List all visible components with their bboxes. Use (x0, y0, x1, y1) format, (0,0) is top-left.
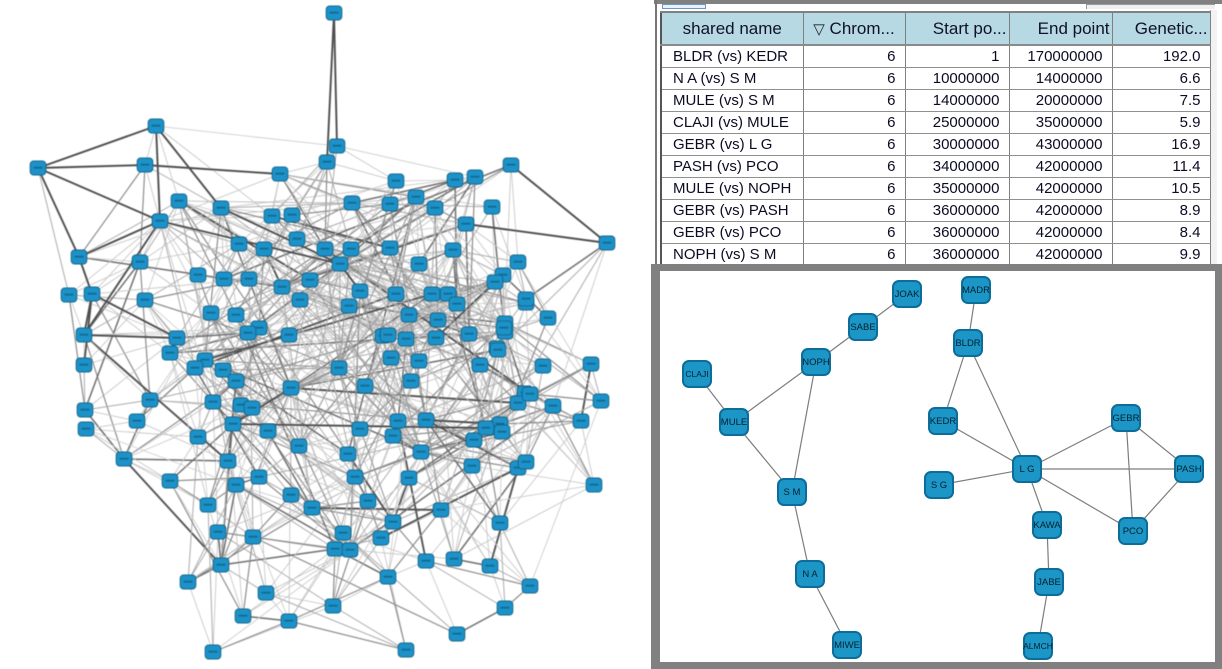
svg-text:PASH: PASH (1176, 464, 1201, 475)
svg-text:JABE: JABE (1037, 577, 1061, 588)
svg-text:MADR: MADR (962, 285, 990, 296)
svg-text:ALMCH: ALMCH (1023, 641, 1053, 651)
svg-text:L G: L G (1020, 464, 1035, 475)
svg-text:S G: S G (931, 480, 947, 491)
svg-text:NOPH: NOPH (802, 357, 830, 368)
svg-text:SABE: SABE (850, 322, 875, 333)
svg-text:KEDR: KEDR (930, 416, 957, 427)
svg-text:KAWA: KAWA (1033, 520, 1061, 531)
svg-text:CLAJI: CLAJI (685, 369, 708, 379)
svg-text:N A: N A (802, 569, 818, 580)
svg-text:MULE: MULE (721, 417, 747, 428)
svg-text:PCO: PCO (1123, 526, 1144, 537)
svg-text:S M: S M (784, 487, 801, 498)
svg-text:JOAK: JOAK (895, 289, 920, 300)
svg-text:BLDR: BLDR (955, 338, 980, 349)
svg-text:MIWE: MIWE (834, 640, 860, 651)
svg-text:GEBR: GEBR (1113, 413, 1140, 424)
